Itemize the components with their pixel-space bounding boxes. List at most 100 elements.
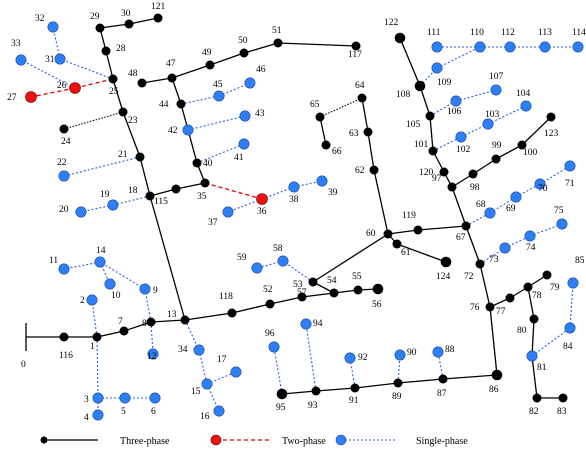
- bus-node-26: [69, 82, 81, 94]
- bus-node-60: [383, 229, 393, 239]
- bus-node-66: [321, 140, 331, 150]
- bus-label-63: 63: [349, 129, 359, 139]
- line-87-88: [437, 351, 444, 380]
- bus-node-47: [167, 73, 177, 83]
- bus-node-45: [213, 90, 225, 102]
- line-42-43: [187, 115, 246, 131]
- bus-node-90: [394, 349, 406, 361]
- bus-node-118: [227, 308, 237, 318]
- bus-label-60: 60: [366, 229, 376, 239]
- bus-node-74: [524, 230, 536, 242]
- bus-node-69: [510, 191, 522, 203]
- bus-node-70: [534, 178, 546, 190]
- bus-label-36: 36: [257, 207, 267, 217]
- bus-label-31: 31: [45, 55, 55, 65]
- bus-label-105: 105: [406, 120, 421, 130]
- bus-node-93: [311, 386, 321, 396]
- bus-label-117: 117: [348, 50, 362, 60]
- bus-node-38: [288, 181, 300, 193]
- bus-label-70: 70: [538, 184, 548, 194]
- legend-single-phase: Single-phase: [335, 434, 468, 447]
- legend-two-phase: Two-phase: [210, 434, 326, 447]
- bus-label-48: 48: [128, 69, 138, 79]
- line-53-54: [301, 292, 335, 298]
- bus-node-54: [329, 288, 339, 298]
- bus-node-99: [491, 154, 501, 164]
- bus-node-115: [171, 184, 181, 194]
- bus-label-7: 7: [118, 317, 123, 327]
- bus-node-44: [176, 99, 186, 109]
- bus-label-99: 99: [492, 141, 502, 151]
- bus-label-83: 83: [557, 407, 567, 417]
- bus-node-116: [59, 332, 69, 342]
- bus-label-85: 85: [575, 256, 585, 266]
- line-95-96: [273, 346, 283, 395]
- bus-label-20: 20: [59, 205, 69, 215]
- bus-label-28: 28: [116, 44, 126, 54]
- line-47-49: [171, 64, 211, 79]
- bus-node-61: [392, 239, 402, 249]
- line-76-86: [489, 306, 498, 376]
- bus-label-116: 116: [59, 351, 73, 361]
- bus-node-6: [149, 392, 161, 404]
- bus-node-27: [25, 91, 37, 103]
- bus-node-14: [94, 256, 106, 268]
- bus-label-91: 91: [349, 396, 359, 406]
- bus-node-77: [505, 293, 515, 303]
- bus-node-91: [350, 383, 360, 393]
- bus-label-15: 15: [191, 387, 201, 397]
- bus-node-101: [428, 146, 438, 156]
- bus-label-101: 101: [414, 140, 429, 150]
- line-103-104: [487, 105, 527, 125]
- bus-node-68: [484, 207, 496, 219]
- line-67-97: [451, 186, 467, 227]
- bus-label-72: 72: [464, 272, 474, 282]
- bus-node-59: [251, 262, 263, 274]
- bus-node-98: [468, 169, 478, 179]
- bus-label-124: 124: [436, 272, 451, 282]
- bus-node-20: [75, 206, 87, 218]
- bus-node-86: [491, 369, 503, 381]
- line-109-110: [436, 46, 481, 69]
- bus-label-23: 23: [128, 116, 138, 126]
- bus-node-42: [182, 124, 194, 136]
- bus-label-65: 65: [310, 100, 320, 110]
- bus-node-9: [139, 283, 151, 295]
- bus-label-2: 2: [80, 296, 85, 306]
- bus-label-118: 118: [219, 292, 233, 302]
- bus-label-76: 76: [470, 303, 480, 313]
- bus-node-51: [273, 38, 283, 48]
- bus-label-58: 58: [273, 244, 283, 254]
- bus-label-11: 11: [49, 256, 58, 266]
- bus-node-102: [455, 131, 467, 143]
- line-108-122: [399, 37, 421, 87]
- bus-label-122: 122: [384, 18, 399, 28]
- line-52-53: [269, 296, 303, 305]
- line-67-72: [465, 225, 481, 265]
- bus-node-15: [201, 378, 213, 390]
- bus-label-54: 54: [327, 276, 337, 286]
- bus-label-44: 44: [159, 100, 169, 110]
- bus-node-39: [316, 175, 328, 187]
- bus-label-121: 121: [151, 2, 166, 12]
- bus-label-123: 123: [544, 129, 559, 139]
- bus-label-64: 64: [355, 81, 365, 91]
- bus-label-96: 96: [265, 329, 275, 339]
- bus-label-57: 57: [297, 288, 307, 298]
- bus-node-94: [300, 318, 312, 330]
- line-81-82: [531, 355, 538, 399]
- bus-node-40: [192, 158, 202, 168]
- bus-label-79: 79: [550, 283, 560, 293]
- bus-label-88: 88: [445, 345, 455, 355]
- line-84-85: [569, 282, 574, 329]
- bus-label-59: 59: [237, 253, 247, 263]
- line-21-23: [122, 111, 141, 158]
- legend-single-phase-marker: [335, 434, 347, 446]
- bus-label-78: 78: [532, 291, 542, 301]
- bus-node-19: [107, 199, 119, 211]
- bus-node-29: [95, 23, 105, 33]
- bus-node-37: [222, 206, 234, 218]
- bus-node-110: [474, 41, 486, 53]
- bus-label-4: 4: [84, 413, 89, 423]
